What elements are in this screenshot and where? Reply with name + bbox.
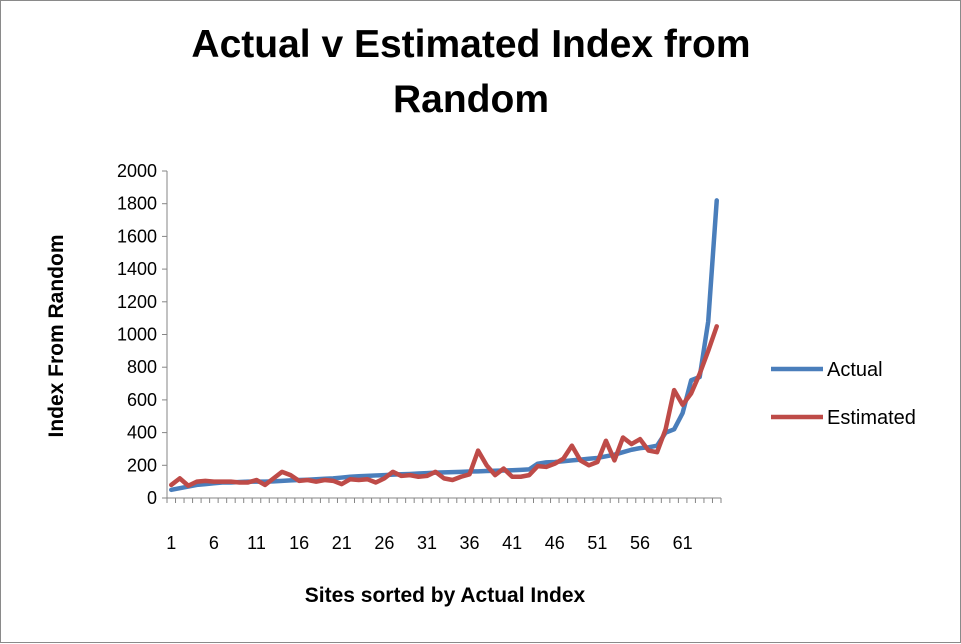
x-tick-label: 56 [630, 533, 650, 553]
x-tick-label: 51 [587, 533, 607, 553]
x-tick-label: 1 [166, 533, 176, 553]
x-tick-label: 26 [374, 533, 394, 553]
y-tick-label: 400 [127, 423, 157, 443]
y-tick-label: 1000 [117, 325, 157, 345]
chart-title: Actual v Estimated Index from Random [191, 23, 750, 121]
y-axis-title: Index From Random [45, 234, 68, 437]
legend: Actual Estimated [771, 359, 916, 429]
x-tick-label: 46 [545, 533, 565, 553]
x-tick-label: 21 [332, 533, 352, 553]
y-tick-label: 1600 [117, 226, 157, 246]
y-tick-label: 2000 [117, 161, 157, 181]
x-tick-label: 16 [289, 533, 309, 553]
y-tick-label: 200 [127, 455, 157, 475]
y-tick-label: 1400 [117, 259, 157, 279]
chart-title-line-2: Random [393, 78, 549, 121]
y-tick-label: 1200 [117, 292, 157, 312]
x-tick-label: 31 [417, 533, 437, 553]
y-axis-ticks: 0 200 400 600 800 1000 1200 1400 1600 1800 2000 [117, 161, 167, 508]
legend-label-actual: Actual [827, 359, 883, 381]
y-tick-label: 600 [127, 390, 157, 410]
x-axis-ticks: 1 6 11 16 21 26 31 36 41 46 51 56 61 [166, 498, 722, 553]
x-tick-label: 6 [209, 533, 219, 553]
series-layer [169, 198, 719, 493]
x-tick-label: 41 [502, 533, 522, 553]
x-tick-label: 36 [460, 533, 480, 553]
legend-label-estimated: Estimated [827, 407, 916, 429]
chart-title-line-1: Actual v Estimated Index from [191, 23, 750, 66]
y-tick-label: 0 [147, 488, 157, 508]
y-tick-label: 800 [127, 357, 157, 377]
series-line-estimated [169, 324, 719, 488]
x-tick-label: 11 [247, 533, 266, 553]
y-tick-label: 1800 [117, 194, 157, 214]
x-axis-title: Sites sorted by Actual Index [305, 584, 586, 607]
x-tick-label: 61 [673, 533, 693, 553]
series-line-actual [169, 198, 719, 493]
